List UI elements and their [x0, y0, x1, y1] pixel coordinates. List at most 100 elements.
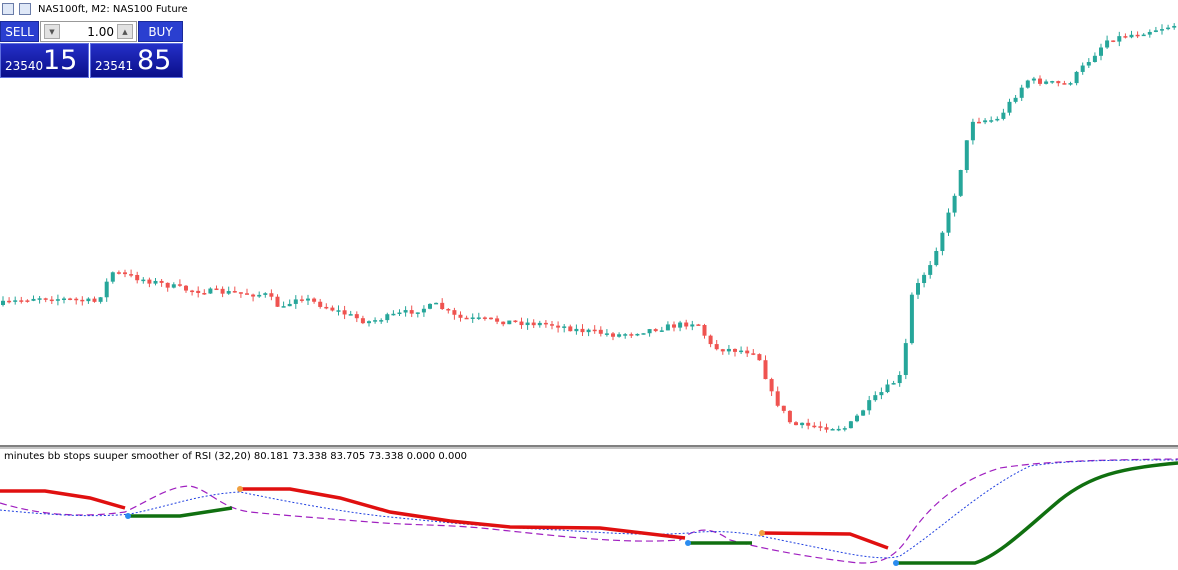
- candle-body: [635, 333, 640, 336]
- candle-body: [806, 422, 811, 426]
- candle-body: [1141, 34, 1146, 37]
- candle-body: [696, 324, 701, 326]
- candle-body: [281, 306, 286, 308]
- candle-body: [110, 272, 115, 282]
- candle-body: [184, 285, 188, 291]
- candle-body: [49, 299, 54, 302]
- candle-body: [733, 348, 737, 352]
- lot-value: 1.00: [87, 25, 114, 39]
- candle-body: [312, 298, 317, 302]
- candle-body: [977, 121, 981, 124]
- candle-body: [123, 272, 127, 275]
- candle-body: [214, 288, 219, 291]
- candle-body: [318, 301, 323, 307]
- candle-body: [543, 322, 548, 325]
- candle-body: [916, 283, 920, 295]
- candle-body: [586, 329, 591, 333]
- candle-body: [629, 334, 634, 336]
- lot-increase[interactable]: ▲: [117, 24, 133, 39]
- candle-body: [202, 293, 207, 295]
- candle-body: [373, 320, 378, 322]
- candle-body: [726, 348, 731, 352]
- candle-body: [306, 298, 310, 301]
- candle-body: [226, 291, 231, 294]
- candle-body: [409, 310, 414, 314]
- candle-body: [1080, 65, 1085, 72]
- menu-icon[interactable]: [2, 3, 14, 15]
- candle-body: [1153, 30, 1158, 32]
- candle-body: [1105, 40, 1110, 48]
- candle-body: [830, 429, 835, 431]
- candle-body: [19, 300, 24, 302]
- candle-body: [550, 324, 554, 326]
- candle-body: [354, 314, 359, 319]
- bid-big: 15: [43, 45, 78, 76]
- lot-decrease[interactable]: ▼: [44, 24, 60, 39]
- candle-body: [708, 335, 713, 345]
- ask-price[interactable]: 23541 85: [90, 43, 183, 78]
- candle-body: [208, 288, 213, 294]
- candle-body: [1166, 27, 1171, 30]
- candle-body: [434, 302, 439, 305]
- candle-body: [970, 121, 975, 141]
- candle-body: [531, 322, 536, 326]
- bid-price[interactable]: 23540 15: [0, 43, 89, 78]
- candles: [1, 23, 1177, 433]
- candle-body: [1117, 36, 1122, 42]
- candle-body: [476, 317, 481, 319]
- candle-body: [556, 325, 561, 328]
- candle-body: [909, 294, 914, 344]
- ask-prefix: 23541: [95, 59, 134, 73]
- candle-body: [421, 308, 426, 313]
- candle-body: [763, 360, 768, 380]
- candle-body: [360, 318, 365, 324]
- sell-button[interactable]: SELL: [0, 21, 39, 42]
- chart-icon[interactable]: [19, 3, 31, 15]
- candle-body: [757, 354, 762, 361]
- candle-body: [983, 120, 988, 123]
- lot-input[interactable]: ▼ 1.00 ▲: [40, 21, 137, 42]
- candle-body: [25, 300, 30, 302]
- candle-body: [751, 353, 756, 355]
- indicator-slow: [0, 459, 1178, 559]
- candle-body: [775, 391, 780, 406]
- candle-body: [1031, 78, 1036, 81]
- candle-body: [482, 317, 487, 319]
- candle-body: [68, 298, 73, 300]
- candle-body: [617, 334, 622, 337]
- candle-body: [800, 422, 805, 426]
- candle-body: [367, 321, 371, 324]
- signal-dot: [237, 486, 243, 492]
- candle-body: [946, 212, 951, 233]
- candle-body: [1019, 87, 1024, 98]
- candle-body: [470, 317, 475, 319]
- candle-body: [190, 290, 195, 293]
- stop-up: [896, 461, 1178, 565]
- stop-up: [128, 506, 233, 518]
- candle-body: [391, 313, 396, 316]
- candle-body: [385, 314, 390, 321]
- candle-body: [458, 314, 463, 318]
- candle-body: [665, 324, 670, 331]
- signal-dot: [759, 530, 765, 536]
- candle-body: [1111, 40, 1116, 42]
- candle-body: [92, 298, 97, 302]
- candle-body: [647, 329, 652, 334]
- candle-body: [1129, 34, 1134, 38]
- indicator-fast: [0, 458, 1178, 564]
- candle-body: [995, 118, 1000, 121]
- candle-body: [861, 410, 866, 416]
- buy-button[interactable]: BUY: [138, 21, 183, 42]
- candle-body: [135, 274, 140, 281]
- signal-dot: [685, 540, 691, 546]
- candle-body: [275, 296, 280, 307]
- candle-body: [641, 333, 646, 335]
- candle-body: [153, 280, 158, 284]
- candle-body: [897, 375, 902, 384]
- candle-body: [1074, 71, 1079, 84]
- candle-body: [1086, 61, 1091, 66]
- candle-body: [501, 321, 506, 325]
- candle-body: [220, 288, 225, 294]
- candle-body: [812, 425, 817, 428]
- candle-body: [232, 291, 237, 293]
